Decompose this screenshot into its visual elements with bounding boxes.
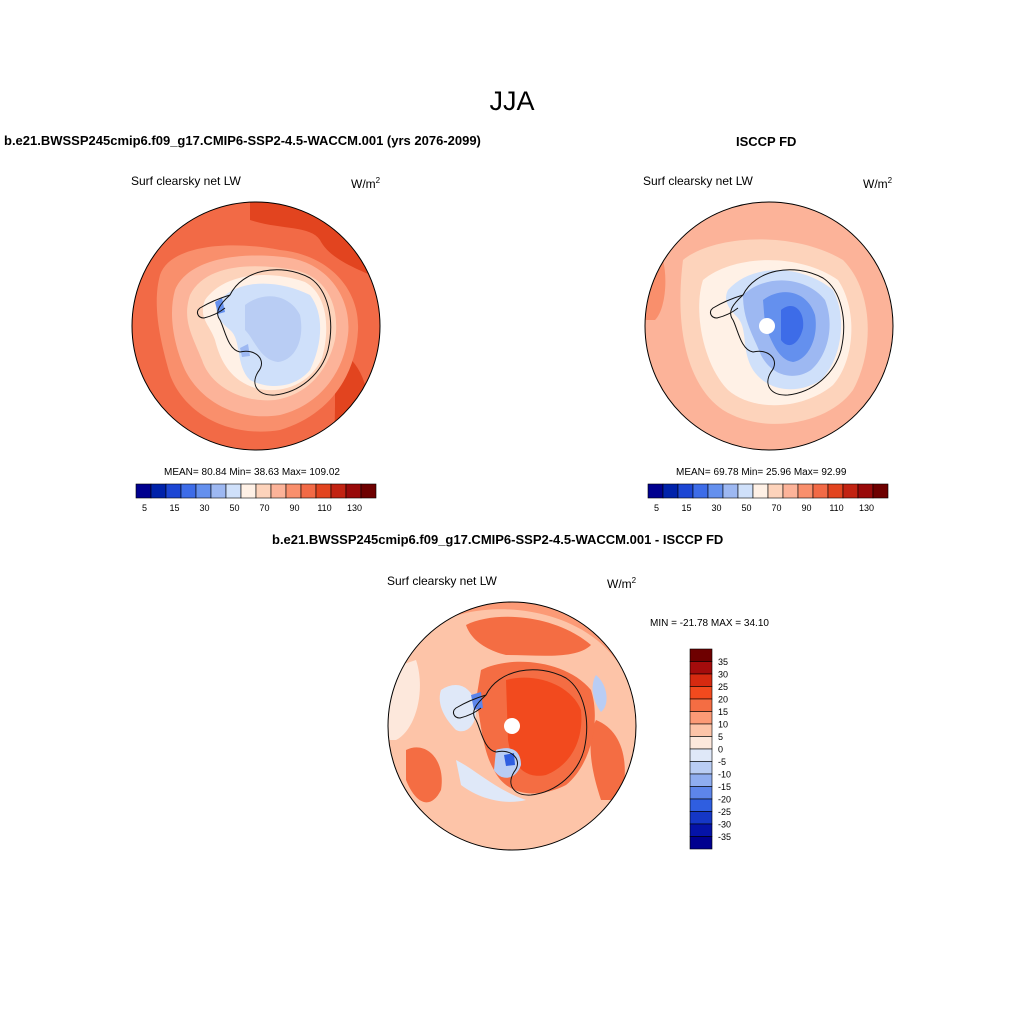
colorbar-tick-label: 30	[711, 503, 721, 513]
colorbar-tick-label: -25	[718, 807, 731, 817]
polar-map-model	[131, 201, 381, 451]
colorbar-swatch	[782, 483, 799, 499]
colorbar-swatch	[689, 723, 713, 737]
colorbar-swatch	[707, 483, 724, 499]
colorbar-tick-label: 35	[718, 657, 728, 667]
colorbar-swatch	[647, 483, 664, 499]
panel-title-diff: b.e21.BWSSP245cmip6.f09_g17.CMIP6-SSP2-4…	[272, 532, 724, 547]
stats-model: MEAN= 80.84 Min= 38.63 Max= 109.02	[164, 467, 340, 478]
colorbar-swatch	[689, 661, 713, 675]
colorbar-tick-label: 25	[718, 682, 728, 692]
panel-title-model: b.e21.BWSSP245cmip6.f09_g17.CMIP6-SSP2-4…	[4, 133, 481, 148]
colorbar-swatch	[315, 483, 332, 499]
colorbar-swatch	[827, 483, 844, 499]
units-label-diff: W/m2	[607, 576, 637, 591]
colorbar-swatch	[689, 836, 713, 850]
colorbar-swatch	[689, 773, 713, 787]
colorbar-swatch	[285, 483, 302, 499]
colorbar-tick-label: 20	[718, 695, 728, 705]
colorbar-swatch	[689, 648, 713, 662]
colorbar-tick-label: -5	[718, 757, 726, 767]
stats-obs: MEAN= 69.78 Min= 25.96 Max= 92.99	[676, 467, 847, 478]
units-label-obs: W/m2	[863, 176, 893, 191]
colorbar-swatch	[722, 483, 739, 499]
colorbar-tick-label: -35	[718, 832, 731, 842]
colorbar-swatch	[677, 483, 694, 499]
colorbar-swatch	[300, 483, 317, 499]
colorbar-swatch	[692, 483, 709, 499]
colorbar-tick-label: 130	[347, 503, 362, 513]
colorbar-tick-label: 110	[317, 503, 331, 513]
colorbar-swatch	[330, 483, 347, 499]
page-title: JJA	[489, 86, 535, 116]
colorbar-swatch	[737, 483, 754, 499]
panel-title-obs: ISCCP FD	[736, 134, 797, 149]
colorbar-swatch	[857, 483, 874, 499]
colorbar-swatch	[135, 483, 152, 499]
colorbar-swatch	[812, 483, 829, 499]
colorbar-tick-label: 10	[718, 720, 728, 730]
colorbar-swatch	[225, 483, 242, 499]
colorbar-swatch	[270, 483, 287, 499]
colorbar-tick-label: 5	[718, 732, 723, 742]
polar-map-diff	[387, 601, 637, 851]
colorbar-tick-label: 5	[142, 503, 147, 513]
colorbar-swatch	[662, 483, 679, 499]
colorbar-tick-label: 15	[169, 503, 179, 513]
colorbar-swatch	[165, 483, 182, 499]
colorbar-swatch	[689, 786, 713, 800]
colorbar-tick-label: 5	[654, 503, 659, 513]
colorbar-swatch	[872, 483, 889, 499]
colorbar-swatch	[689, 673, 713, 687]
colorbar-swatch	[255, 483, 272, 499]
variable-label-obs: Surf clearsky net LW	[643, 174, 753, 188]
colorbar-tick-label: 90	[289, 503, 299, 513]
colorbar-tick-label: 90	[801, 503, 811, 513]
colorbar-tick-label: 15	[681, 503, 691, 513]
colorbar-swatch	[689, 811, 713, 825]
colorbar-swatch	[150, 483, 167, 499]
colorbar-swatch	[689, 698, 713, 712]
variable-label-diff: Surf clearsky net LW	[387, 574, 497, 588]
colorbar-swatch	[360, 483, 377, 499]
polar-map-obs	[644, 201, 894, 451]
colorbar-tick-label: -10	[718, 770, 731, 780]
units-label-model: W/m2	[351, 176, 381, 191]
colorbar-swatch	[689, 686, 713, 700]
colorbar-swatch	[195, 483, 212, 499]
colorbar-swatch	[689, 823, 713, 837]
colorbar-swatch	[345, 483, 362, 499]
colorbar-model: 5 15 30 50 70 90 110 130	[135, 483, 377, 513]
colorbar-swatch	[689, 748, 713, 762]
colorbar-swatch	[210, 483, 227, 499]
stats-diff: MIN = -21.78 MAX = 34.10	[650, 618, 769, 629]
colorbar-swatch	[689, 736, 713, 750]
variable-label-model: Surf clearsky net LW	[131, 174, 241, 188]
colorbar-swatch	[689, 711, 713, 725]
colorbar-swatch	[752, 483, 769, 499]
colorbar-swatch	[767, 483, 784, 499]
colorbar-tick-label: 130	[859, 503, 874, 513]
colorbar-tick-label: 70	[771, 503, 781, 513]
colorbar-swatch	[842, 483, 859, 499]
colorbar-tick-label: -20	[718, 795, 731, 805]
colorbar-tick-label: -30	[718, 820, 731, 830]
colorbar-swatch	[689, 761, 713, 775]
colorbar-tick-label: 15	[718, 707, 728, 717]
colorbar-tick-label: 70	[259, 503, 269, 513]
colorbar-tick-label: 50	[741, 503, 751, 513]
colorbar-tick-label: 30	[718, 670, 728, 680]
colorbar-tick-label: 50	[229, 503, 239, 513]
colorbar-swatch	[797, 483, 814, 499]
colorbar-swatch	[689, 798, 713, 812]
colorbar-tick-label: -15	[718, 782, 731, 792]
colorbar-tick-label: 0	[718, 745, 723, 755]
colorbar-tick-label: 110	[829, 503, 843, 513]
colorbar-obs: 5 15 30 50 70 90 110 130	[647, 483, 889, 513]
colorbar-swatch	[240, 483, 257, 499]
colorbar-diff: 35 30 25 20 15 10 5 0 -5 -10 -15 -20 -25 -30 -35	[689, 648, 731, 850]
colorbar-swatch	[180, 483, 197, 499]
colorbar-tick-label: 30	[199, 503, 209, 513]
